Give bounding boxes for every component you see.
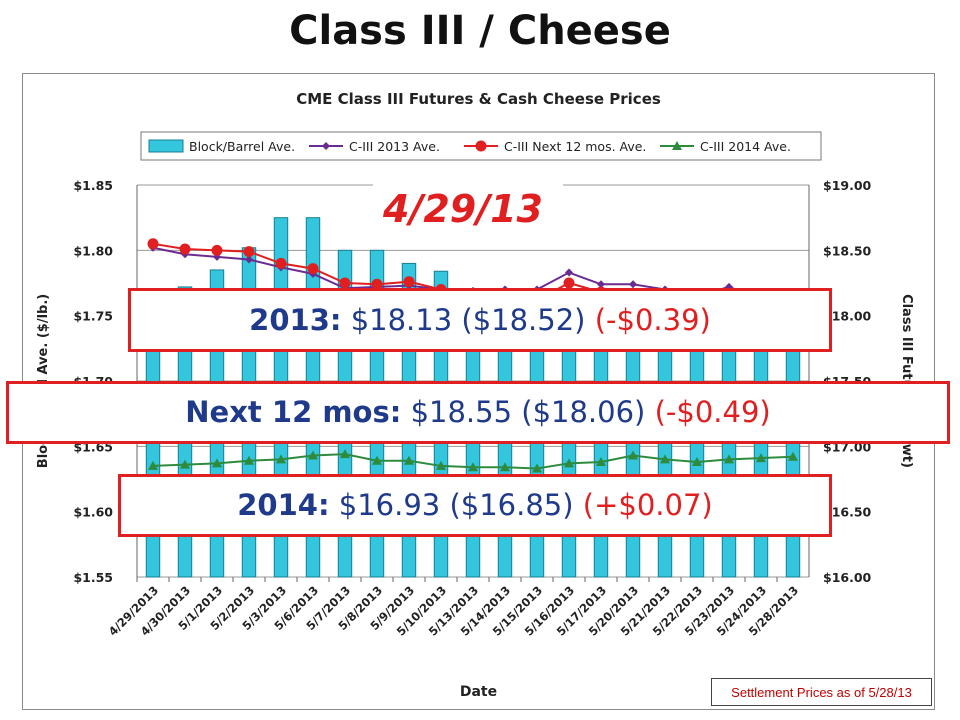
callout-change: (+$0.07) [582, 488, 713, 522]
data-point [436, 460, 446, 470]
legend-marker [322, 142, 330, 150]
data-point [724, 454, 734, 464]
data-point [563, 277, 575, 289]
right-tick-label: $18.00 [823, 309, 872, 324]
data-point [564, 458, 574, 468]
data-point [468, 462, 478, 472]
legend-label: C-III 2013 Ave. [349, 139, 440, 154]
data-point [308, 450, 318, 460]
legend-marker [672, 141, 682, 150]
legend-swatch [148, 139, 184, 153]
legend-label: C-III 2014 Ave. [700, 139, 791, 154]
data-point [788, 451, 798, 461]
callout-2014: 2014: $16.93 ($16.85) (+$0.07) [118, 474, 832, 537]
right-tick-label: $16.00 [823, 570, 872, 585]
data-point [756, 453, 766, 463]
date-stamp-bg [373, 174, 563, 232]
data-point [147, 238, 159, 250]
callout-change: (-$0.49) [654, 395, 771, 429]
legend-marker [475, 140, 487, 152]
callout-change: (-$0.39) [594, 303, 711, 337]
callout-label: 2013: [249, 303, 342, 337]
left-tick-label: $1.60 [73, 505, 113, 520]
chart-title: CME Class III Futures & Cash Cheese Pric… [296, 90, 661, 108]
data-point [404, 455, 414, 465]
data-point [692, 457, 702, 467]
callout-prior: ($18.06) [521, 395, 646, 429]
data-point [243, 246, 255, 258]
callout-prior: ($16.85) [449, 488, 574, 522]
data-point [403, 276, 415, 288]
data-point [244, 455, 254, 465]
left-tick-label: $1.55 [73, 570, 113, 585]
data-point [340, 449, 350, 459]
data-point [211, 244, 223, 256]
data-point [339, 277, 351, 289]
callout-prior: ($18.52) [461, 303, 586, 337]
left-tick-label: $1.75 [73, 309, 113, 324]
right-tick-label: $18.50 [823, 243, 872, 258]
data-point [500, 462, 510, 472]
legend-label: Block/Barrel Ave. [189, 139, 295, 154]
data-point [307, 263, 319, 275]
settlement-note: Settlement Prices as of 5/28/13 [711, 678, 932, 706]
data-point [148, 460, 158, 470]
callout-label: 2014: [237, 488, 330, 522]
left-tick-label: $1.85 [73, 178, 113, 193]
callout-next-12: Next 12 mos: $18.55 ($18.06) (-$0.49) [6, 381, 950, 444]
legend-label: C-III Next 12 mos. Ave. [504, 139, 646, 154]
data-point [212, 458, 222, 468]
data-point [629, 280, 637, 289]
data-point [596, 457, 606, 467]
callout-current: $16.93 [338, 488, 441, 522]
data-point [660, 454, 670, 464]
data-point [372, 455, 382, 465]
callout-label: Next 12 mos: [185, 395, 402, 429]
chart-legend [140, 131, 822, 161]
data-point [628, 450, 638, 460]
data-point [276, 454, 286, 464]
callout-current: $18.55 [410, 395, 513, 429]
left-tick-label: $1.80 [73, 243, 113, 258]
data-point [597, 280, 605, 289]
data-point [275, 257, 287, 269]
x-axis-title: Date [460, 684, 497, 700]
slide-title: Class III / Cheese [289, 8, 671, 54]
date-stamp: 4/29/13 [382, 187, 543, 231]
data-point [532, 463, 542, 473]
callout-current: $18.13 [350, 303, 453, 337]
right-tick-label: $19.00 [823, 178, 872, 193]
data-point [180, 459, 190, 469]
data-point [565, 268, 573, 277]
right-tick-label: $16.50 [823, 505, 872, 520]
callout-2013: 2013: $18.13 ($18.52) (-$0.39) [128, 288, 832, 352]
data-point [179, 243, 191, 255]
